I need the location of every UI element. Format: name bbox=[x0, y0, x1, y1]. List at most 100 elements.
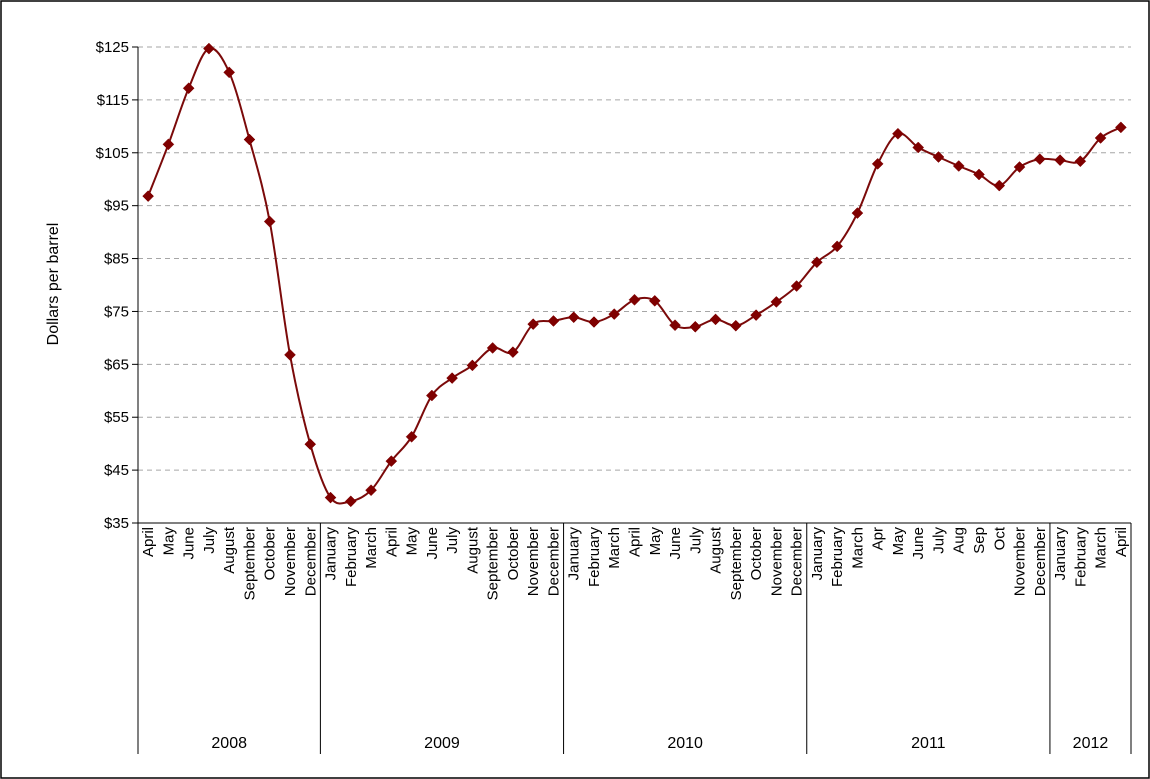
x-tick-label: March bbox=[1093, 527, 1110, 569]
y-tick-label: $65 bbox=[104, 356, 129, 373]
x-tick-label: May bbox=[404, 527, 421, 556]
data-point bbox=[973, 168, 985, 181]
y-tick-label: $55 bbox=[104, 409, 129, 426]
data-point bbox=[243, 133, 256, 146]
x-tick-label: November bbox=[282, 527, 299, 596]
data-point bbox=[648, 295, 661, 307]
x-tick-label: February bbox=[829, 527, 846, 588]
x-tick-label: July bbox=[444, 527, 461, 554]
data-point bbox=[567, 311, 580, 324]
x-tick-label: December bbox=[1032, 527, 1049, 596]
x-tick-label: April bbox=[383, 527, 400, 557]
data-point bbox=[527, 318, 540, 330]
data-point bbox=[425, 389, 438, 402]
x-tick-label: January bbox=[1052, 527, 1069, 581]
x-tick-labels: April May June July August September October No… bbox=[140, 526, 1130, 600]
x-tick-label: November bbox=[1012, 527, 1029, 596]
x-tick-label: December bbox=[545, 527, 562, 596]
data-point bbox=[993, 179, 1006, 192]
data-point bbox=[932, 151, 945, 163]
data-point bbox=[486, 342, 499, 354]
data-point bbox=[952, 160, 965, 172]
x-tick-label: September bbox=[485, 527, 502, 600]
x-tick-label: October bbox=[505, 527, 522, 580]
y-tick-labels: $35 $45 $55 $65 $75 $85 $95 $105 $115 $125 bbox=[96, 39, 129, 532]
data-point bbox=[851, 207, 864, 219]
x-tick-label: June bbox=[181, 527, 198, 560]
data-point bbox=[669, 319, 681, 332]
data-point bbox=[1094, 132, 1107, 144]
data-point bbox=[365, 484, 377, 497]
x-tick-label: Oct bbox=[991, 526, 1008, 550]
data-point bbox=[831, 240, 844, 253]
data-point bbox=[729, 319, 742, 332]
year-label: 2012 bbox=[1073, 735, 1109, 752]
data-point bbox=[689, 320, 702, 333]
year-labels: 2008 2009 2010 2011 2012 bbox=[211, 735, 1108, 752]
data-point bbox=[466, 359, 479, 372]
x-tick-label: September bbox=[728, 527, 745, 600]
x-tick-label: April bbox=[627, 527, 644, 557]
x-tick-label: January bbox=[809, 527, 826, 581]
axis-layer bbox=[132, 46, 1132, 754]
x-tick-label: April bbox=[1113, 527, 1130, 557]
y-tick-label: $125 bbox=[96, 39, 129, 56]
x-tick-label: December bbox=[789, 527, 806, 596]
x-tick-label: February bbox=[586, 527, 603, 588]
data-point bbox=[1115, 121, 1127, 134]
x-tick-label: August bbox=[708, 526, 725, 574]
data-point bbox=[284, 348, 296, 361]
data-point bbox=[628, 293, 641, 306]
x-tick-label: October bbox=[748, 527, 765, 580]
x-tick-label: April bbox=[140, 527, 157, 557]
y-tick-label: $35 bbox=[104, 515, 129, 532]
data-point bbox=[223, 66, 236, 79]
year-label: 2008 bbox=[211, 735, 247, 752]
data-point bbox=[790, 280, 803, 292]
year-label: 2009 bbox=[424, 735, 460, 752]
data-point bbox=[1033, 153, 1046, 165]
data-point bbox=[304, 438, 317, 451]
x-tick-label: June bbox=[424, 527, 441, 560]
data-point bbox=[912, 141, 925, 154]
data-point bbox=[203, 42, 215, 55]
x-tick-label: March bbox=[606, 527, 623, 569]
x-tick-label: March bbox=[363, 527, 380, 569]
series-layer bbox=[142, 42, 1127, 508]
data-point bbox=[709, 313, 722, 326]
x-tick-label: January bbox=[566, 527, 583, 581]
x-tick-label: February bbox=[1072, 527, 1089, 588]
x-tick-label: September bbox=[241, 527, 258, 600]
x-tick-label: November bbox=[768, 527, 785, 596]
x-tick-label: August bbox=[464, 526, 481, 574]
data-point bbox=[446, 372, 458, 384]
x-tick-label: July bbox=[687, 527, 704, 554]
data-point bbox=[1074, 155, 1087, 168]
data-point bbox=[344, 495, 357, 508]
y-axis-label: Dollars per barrel bbox=[45, 223, 62, 346]
y-tick-label: $75 bbox=[104, 303, 129, 320]
x-tick-label: June bbox=[667, 527, 684, 560]
x-tick-label: January bbox=[323, 527, 340, 581]
data-point bbox=[507, 346, 519, 359]
x-tick-label: May bbox=[647, 527, 664, 556]
data-point bbox=[142, 190, 154, 203]
x-tick-label: May bbox=[160, 527, 177, 556]
x-tick-label: May bbox=[890, 527, 907, 556]
x-tick-label: July bbox=[930, 527, 947, 554]
data-point bbox=[588, 316, 600, 328]
data-point bbox=[182, 82, 195, 95]
x-tick-label: Apr bbox=[870, 527, 887, 550]
data-point bbox=[547, 315, 560, 327]
y-tick-label: $85 bbox=[104, 251, 129, 268]
x-tick-label: July bbox=[201, 527, 218, 554]
data-point bbox=[892, 127, 904, 140]
x-tick-label: February bbox=[343, 527, 360, 588]
data-point bbox=[263, 215, 276, 228]
data-point bbox=[811, 256, 823, 269]
y-tick-label: $45 bbox=[104, 462, 129, 479]
data-point bbox=[162, 138, 175, 151]
